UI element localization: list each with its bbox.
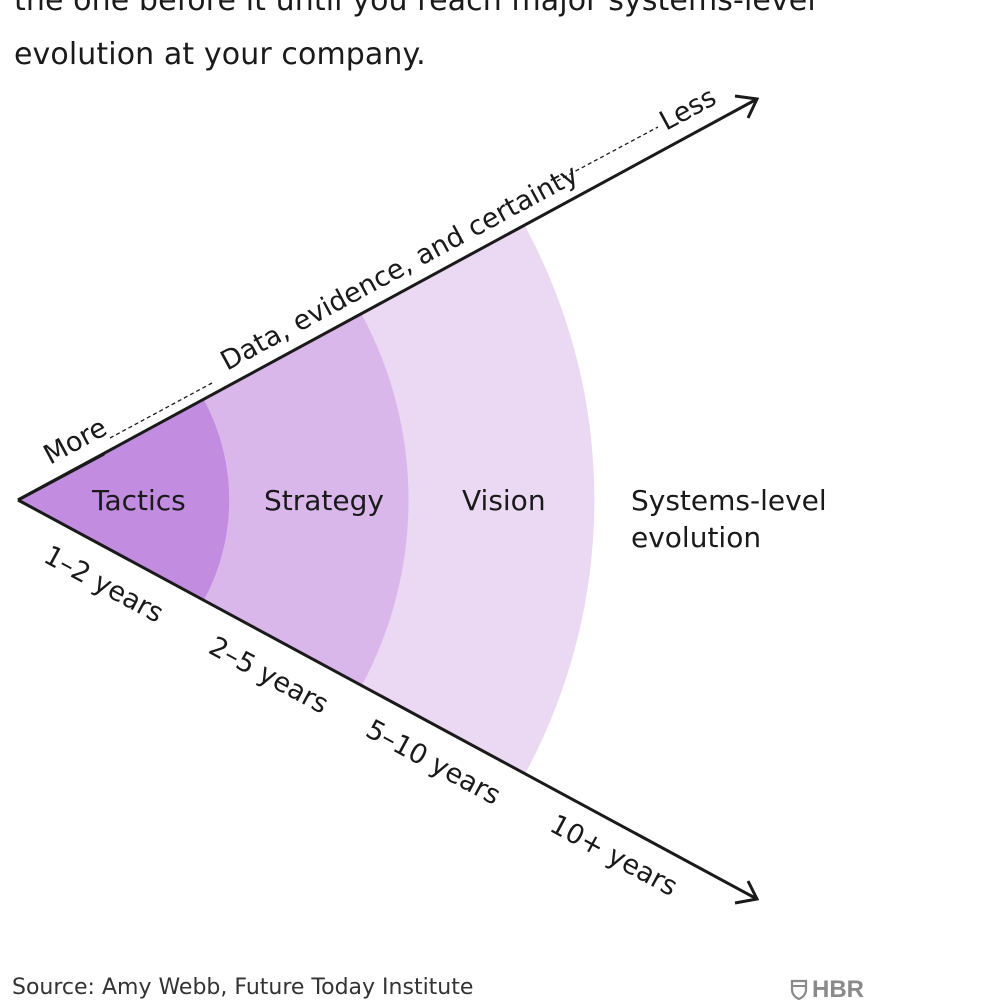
intro-line-2: evolution at your company. (14, 37, 426, 72)
source-credit: Source: Amy Webb, Future Today Institute (12, 975, 474, 1000)
intro-text: the one before it until you reach major … (14, 0, 974, 82)
hbr-shield-icon (790, 979, 808, 1001)
axis-top-arrowhead (734, 94, 760, 119)
intro-line-1: the one before it until you reach major … (14, 0, 816, 18)
zone-label-tactics: Tactics (91, 484, 186, 517)
zone-label-systems-line2: evolution (631, 521, 761, 554)
hbr-logo-text: HBR (812, 976, 864, 1003)
zone-label-strategy: Strategy (264, 484, 384, 517)
zone-label-systems-line1: Systems-level (631, 484, 827, 517)
zone-label-vision: Vision (462, 484, 546, 517)
zone-tactics (18, 400, 230, 600)
axis-bottom-line (17, 498, 758, 901)
hbr-logo: HBR (790, 976, 864, 1004)
axis-bottom (17, 498, 760, 905)
axis-bottom-arrowhead (734, 880, 760, 905)
axis-top (17, 94, 760, 502)
axis-top-end-label: Less (655, 82, 722, 137)
axis-top-line (17, 97, 758, 502)
